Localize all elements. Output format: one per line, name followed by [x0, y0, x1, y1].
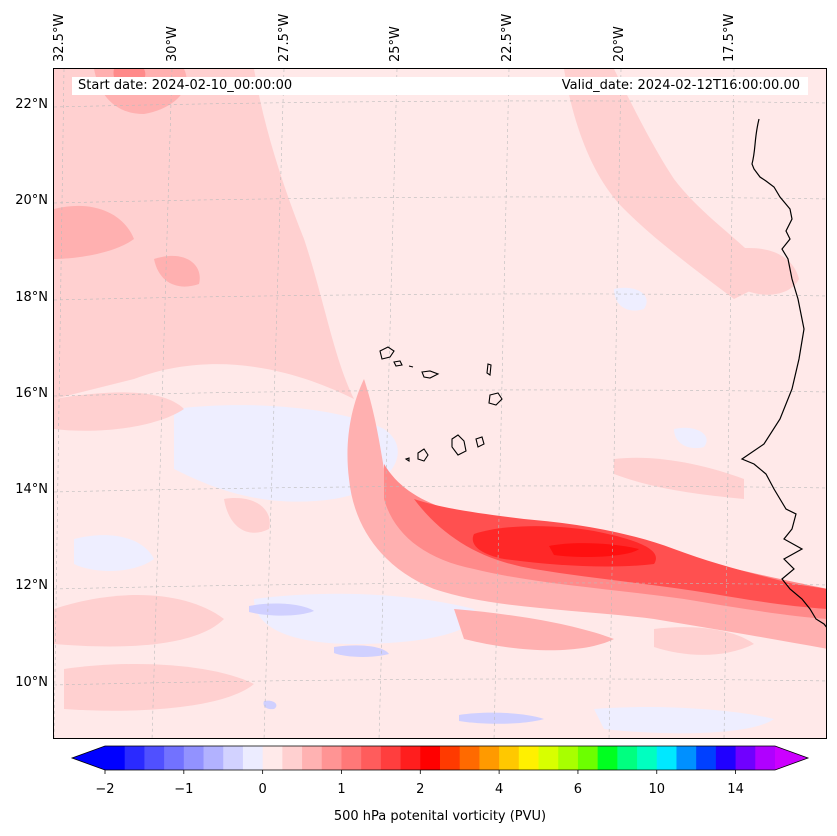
- lon-label-20w: 20°W: [612, 26, 627, 62]
- colorbar-segment: [499, 746, 520, 770]
- colorbar-segment: [755, 746, 776, 770]
- lat-label-20n: 20°N: [15, 193, 48, 208]
- colorbar-tick-label: −1: [174, 782, 194, 797]
- colorbar-segment: [124, 746, 146, 770]
- colorbar-segment: [341, 746, 362, 770]
- colorbar-segment: [715, 746, 737, 770]
- lat-label-14n: 14°N: [15, 482, 48, 497]
- colorbar-segment: [420, 746, 441, 770]
- colorbar-segment: [577, 746, 599, 770]
- lat-label-10n: 10°N: [15, 675, 48, 690]
- colorbar-extend-high: [775, 746, 808, 770]
- valid-date-text: Valid_date: 2024-02-12T16:00:00.00: [561, 78, 800, 93]
- lon-label-22-5w: 22.5°W: [500, 13, 515, 62]
- info-banner: Start date: 2024-02-10_00:00:00 Valid_da…: [72, 77, 808, 95]
- colorbar-segment: [242, 746, 264, 770]
- colorbar-title: 500 hPa potenital vorticity (PVU): [333, 809, 547, 824]
- colorbar-segment: [400, 746, 421, 770]
- colorbar-segment: [105, 746, 126, 770]
- negative-pv-areas: [74, 287, 774, 734]
- colorbar-segment: [183, 746, 205, 770]
- lon-label-17-5w: 17.5°W: [722, 13, 737, 62]
- colorbar-segment: [282, 746, 303, 770]
- colorbar-extend-low: [72, 746, 105, 770]
- pv-field-map: [54, 69, 826, 738]
- colorbar-segment: [380, 746, 402, 770]
- colorbar-segment: [321, 746, 343, 770]
- colorbar-outline: [70, 745, 810, 771]
- colorbar-segment: [637, 746, 658, 770]
- light-blue-areas: [249, 603, 544, 724]
- lat-label-22n: 22°N: [15, 97, 48, 112]
- colorbar-segment: [262, 746, 283, 770]
- colorbar-segment: [302, 746, 323, 770]
- colorbar-segment: [440, 746, 461, 770]
- colorbar-segment: [223, 746, 244, 770]
- colorbar-segment: [696, 746, 717, 770]
- colorbar-segment: [459, 746, 481, 770]
- lon-label-25w: 25°W: [388, 26, 403, 62]
- colorbar-tick-label: 0: [258, 782, 267, 797]
- colorbar-segment: [735, 746, 756, 770]
- colorbar-segment: [518, 746, 540, 770]
- lon-label-30w: 30°W: [165, 26, 180, 62]
- colorbar-segment: [617, 746, 638, 770]
- lat-label-12n: 12°N: [15, 578, 48, 593]
- lon-label-32-5w: 32.5°W: [52, 13, 67, 62]
- colorbar-tick-label: −2: [95, 782, 115, 797]
- colorbar-segment: [538, 746, 559, 770]
- lat-label-16n: 16°N: [15, 386, 48, 401]
- colorbar-segment: [164, 746, 185, 770]
- colorbar-tick-label: 14: [727, 782, 744, 797]
- colorbar-tick-label: 6: [573, 782, 583, 797]
- pink-areas: [54, 69, 799, 711]
- colorbar-segment: [597, 746, 618, 770]
- colorbar-segment: [558, 746, 579, 770]
- colorbar-tick-label: 10: [648, 782, 666, 797]
- colorbar-segment: [361, 746, 382, 770]
- colorbar-segment: [676, 746, 697, 770]
- colorbar-tick-label: 1: [337, 782, 346, 797]
- pv-core-max: [549, 543, 639, 557]
- colorbar-segment: [479, 746, 500, 770]
- cape-verde-islands: [379, 346, 503, 463]
- lon-label-27-5w: 27.5°W: [277, 13, 292, 62]
- colorbar-segment: [203, 746, 224, 770]
- colorbar-tick-label: 4: [494, 782, 504, 797]
- colorbar-tick-label: 2: [416, 782, 425, 797]
- colorbar-segment: [144, 746, 165, 770]
- start-date-text: Start date: 2024-02-10_00:00:00: [78, 78, 293, 93]
- lat-label-18n: 18°N: [15, 290, 48, 305]
- colorbar-segment: [656, 746, 678, 770]
- map-panel: [53, 68, 827, 739]
- coastline-africa: [740, 118, 826, 628]
- graticule: [54, 69, 826, 738]
